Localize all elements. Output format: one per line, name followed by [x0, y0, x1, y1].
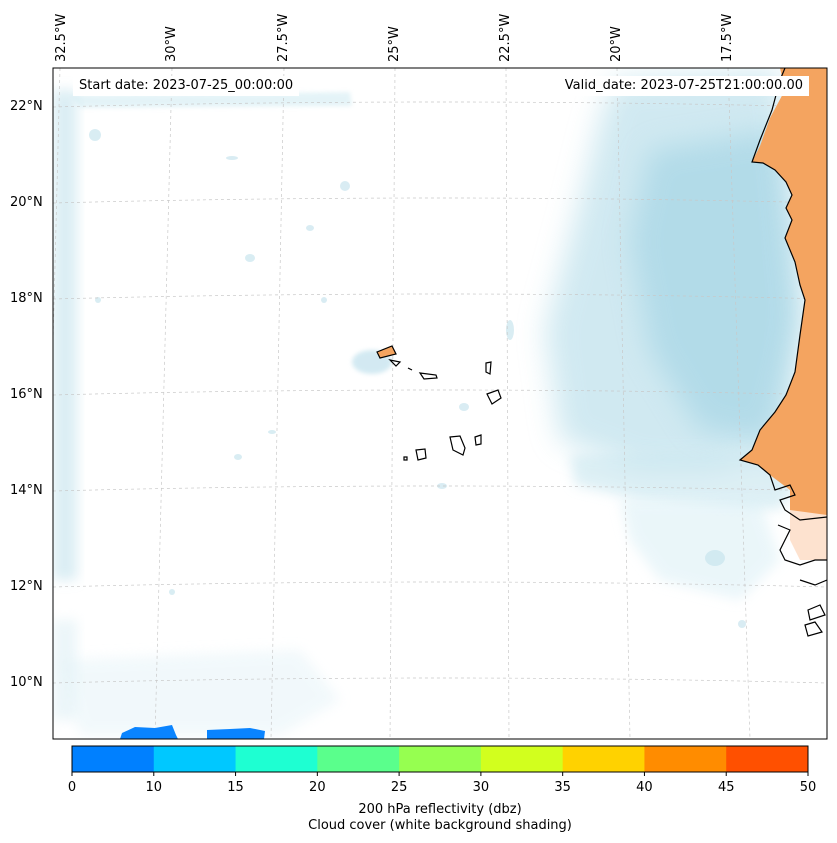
- reflectivity-blob-east: [207, 728, 265, 739]
- colorbar-tick-label: 40: [636, 780, 653, 795]
- reflectivity-blob-west: [120, 725, 178, 739]
- west-africa-land: [738, 68, 827, 637]
- lon-label: 27.5°W: [276, 13, 291, 62]
- colorbar-tick-label: 50: [799, 780, 817, 795]
- lon-label: 17.5°W: [720, 13, 735, 62]
- colorbar-tick-label: 25: [390, 780, 408, 795]
- gridlines: [53, 68, 827, 739]
- lon-label: 30°W: [164, 26, 179, 62]
- lat-label: 12°N: [10, 579, 43, 594]
- colorbar-tick-label: 30: [472, 780, 490, 795]
- land-shading: [740, 68, 827, 520]
- island-santiago: [449, 435, 466, 456]
- colorbar-tick-label: 10: [145, 780, 163, 795]
- lon-label: 25°W: [387, 26, 402, 62]
- colorbar-tick-label: 0: [67, 780, 77, 795]
- island-fogo: [415, 448, 427, 461]
- cloud-west-edge: [53, 90, 77, 580]
- island-sal: [485, 361, 492, 375]
- colorbar-label: 200 hPa reflectivity (dbz): [358, 802, 522, 817]
- lat-label: 18°N: [10, 291, 43, 306]
- reflectivity-blobs: [120, 725, 265, 739]
- island-maio: [474, 434, 482, 446]
- colorbar-tick-label: 15: [227, 780, 244, 795]
- cloud-specks: [89, 129, 746, 628]
- coastline: [738, 68, 827, 521]
- lat-label: 10°N: [10, 675, 43, 690]
- cloud-patch-13n: [620, 500, 780, 600]
- coastline-south: [777, 524, 827, 637]
- island-sao-vicente: [388, 359, 402, 367]
- lat-label: 20°N: [10, 195, 43, 210]
- lon-label: 32.5°W: [54, 13, 69, 62]
- colorbar-segment: [726, 746, 809, 772]
- colorbar-sublabel: Cloud cover (white background shading): [308, 818, 572, 833]
- map-frame: [52, 67, 828, 740]
- cloud-band-14n: [570, 450, 800, 510]
- colorbar-segment: [399, 746, 482, 772]
- land-shading-south: [790, 510, 827, 560]
- colorbar: [71, 745, 809, 776]
- cloud-cover: [53, 70, 800, 735]
- colorbar-segment: [72, 746, 155, 772]
- colorbar-segment: [562, 746, 645, 772]
- cloud-cover-east-core: [630, 130, 800, 440]
- island-brava: [403, 456, 408, 461]
- lat-label: 14°N: [10, 483, 43, 498]
- island-santa-luzia: [407, 367, 413, 371]
- island-sao-nicolau: [418, 372, 438, 380]
- lat-label: 22°N: [10, 99, 43, 114]
- island-boa-vista: [486, 389, 502, 405]
- cloud-sw: [60, 650, 340, 735]
- colorbar-tick-label: 20: [309, 780, 326, 795]
- lon-label: 20°W: [609, 26, 624, 62]
- colorbar-segment: [235, 746, 318, 772]
- lat-label: 16°N: [10, 387, 43, 402]
- start-date-label: Start date: 2023-07-25_00:00:00: [73, 76, 300, 96]
- colorbar-tick-label: 35: [554, 780, 571, 795]
- island-santo-antao: [376, 345, 397, 359]
- colorbar-frame: [71, 745, 809, 773]
- colorbar-segment: [480, 746, 564, 772]
- colorbar-segment: [644, 746, 727, 772]
- cape-verde-islands: [376, 345, 502, 461]
- colorbar-tick-label: 45: [717, 780, 735, 795]
- lon-label: 22.5°W: [498, 13, 513, 62]
- cloud-north-strip: [70, 92, 352, 108]
- colorbar-segment: [317, 746, 400, 772]
- valid-date-label: Valid_date: 2023-07-25T21:00:00.00: [558, 76, 809, 96]
- colorbar-segment: [153, 746, 237, 772]
